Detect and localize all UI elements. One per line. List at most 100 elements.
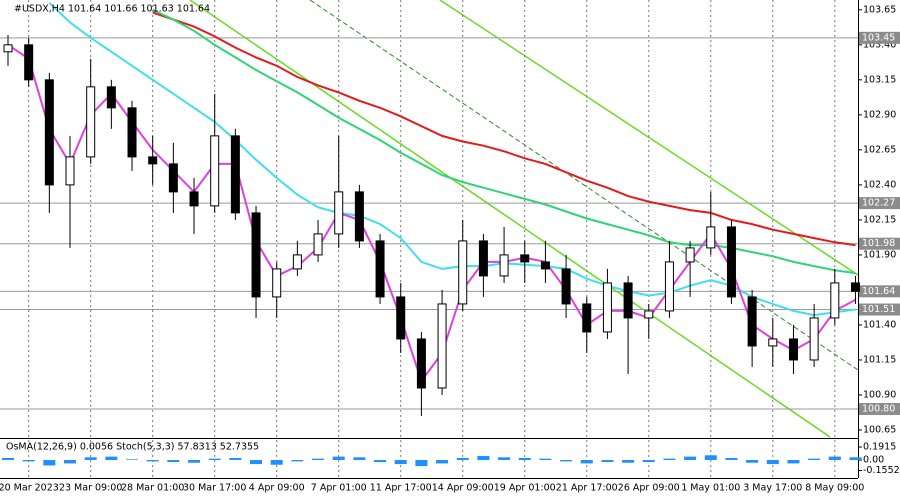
- moving-average: [152, 8, 856, 275]
- candle-body: [396, 296, 406, 340]
- candle-body: [3, 44, 13, 53]
- osma-bar: [2, 457, 14, 461]
- candle-body: [726, 226, 736, 298]
- x-tick-label: 30 Mar 17:00: [183, 483, 246, 494]
- osma-bar: [580, 460, 593, 464]
- candle-body: [251, 212, 261, 298]
- x-tick-label: 21 Apr 17:00: [556, 483, 618, 494]
- candle-body: [747, 296, 757, 347]
- y-tick-label: 102.65: [863, 144, 896, 155]
- osma-bar: [229, 457, 242, 461]
- candle-body: [520, 254, 530, 263]
- y-tick-label: 102.15: [863, 214, 896, 225]
- level-label-box: [859, 402, 900, 415]
- candle-body: [768, 338, 778, 347]
- osma-bar: [353, 457, 366, 461]
- x-tick-label: 28 Mar 01:00: [121, 483, 184, 494]
- x-tick-label: 23 Mar 09:00: [59, 483, 122, 494]
- level-label: 103.45: [862, 32, 895, 43]
- osma-bar: [270, 460, 283, 465]
- candle-body: [602, 282, 612, 333]
- level-label: 101.51: [862, 304, 895, 315]
- osma-bar: [415, 460, 428, 467]
- x-tick-label: 20 Mar 2023: [0, 483, 59, 494]
- y-tick-label: 0.1915: [863, 442, 896, 453]
- osma-bar: [64, 460, 77, 464]
- candle-body: [106, 86, 116, 109]
- y-tick-label: 103.65: [863, 4, 896, 15]
- osma-bar: [746, 460, 759, 463]
- candle-body: [148, 156, 158, 165]
- level-label: 100.80: [862, 403, 895, 414]
- x-tick-label: 3 May 17:00: [743, 483, 802, 494]
- header: #USDX,H4 101.64 101.66 101.63 101.64: [14, 4, 210, 15]
- x-tick-label: 1 May 01:00: [681, 483, 740, 494]
- candle-body: [582, 303, 592, 333]
- osma-bar: [84, 457, 97, 461]
- osma-bar: [43, 460, 56, 466]
- candle-body: [375, 240, 385, 298]
- level-label: 101.98: [862, 238, 895, 249]
- osma-bar: [849, 457, 862, 461]
- candle-body: [458, 240, 468, 305]
- osma-bar: [105, 456, 118, 461]
- level-label-box: [859, 237, 900, 250]
- y-tick-label: 100.90: [863, 389, 896, 400]
- osma-bar: [725, 457, 738, 461]
- candle-body: [788, 338, 798, 361]
- x-tick-label: 11 Apr 17:00: [370, 483, 432, 494]
- trend-lines: [189, 0, 859, 438]
- moving-average: [48, 2, 856, 317]
- candle-body: [24, 44, 34, 81]
- trend-line: [189, 0, 831, 438]
- osma-bar: [642, 460, 655, 463]
- osma-bar: [208, 458, 221, 461]
- osma-bar: [560, 460, 573, 462]
- candle-body: [86, 86, 96, 158]
- candle-body: [809, 317, 819, 361]
- osma-bar: [663, 458, 676, 461]
- moving-average: [152, 11, 856, 247]
- y-tick-label: 103.15: [863, 74, 896, 85]
- osma-bar: [394, 460, 407, 465]
- osma-bar: [332, 456, 345, 461]
- candle-body: [437, 303, 447, 389]
- y-tick-label: 0.00: [863, 455, 884, 466]
- y-tick-label: 100.65: [863, 424, 896, 435]
- candle-body: [334, 191, 344, 235]
- osma-bar: [146, 460, 159, 462]
- osma-bar: [167, 460, 180, 463]
- candle-body: [168, 163, 178, 193]
- osma-bar: [498, 457, 511, 461]
- y-tick-label: 102.40: [863, 179, 896, 190]
- osma-bar: [126, 459, 139, 461]
- candle-body: [272, 268, 282, 298]
- osma-bar: [436, 460, 449, 464]
- candle-body: [478, 240, 488, 277]
- x-tick-label: 26 Apr 09:00: [618, 483, 680, 494]
- candle-body: [313, 233, 323, 256]
- oscillator-title: OsMA(12,26,9) 0.0056 Stoch(5,3,3) 57.831…: [6, 442, 259, 453]
- candle-body: [354, 191, 364, 242]
- candle-body: [416, 338, 426, 389]
- osma-bar: [684, 456, 697, 461]
- candle-body: [685, 247, 695, 263]
- osma-bar: [539, 458, 552, 461]
- y-tick-label: 101.90: [863, 249, 896, 260]
- candle-body: [561, 268, 571, 305]
- osma-bar: [766, 460, 779, 465]
- y-tick-label: 101.40: [863, 319, 896, 330]
- osma-bar: [808, 458, 821, 461]
- candle-body: [499, 254, 509, 277]
- candle-body: [44, 79, 54, 186]
- y-tick-label: -0.1552: [863, 465, 900, 476]
- trend-line: [439, 0, 859, 276]
- candle-body: [292, 254, 302, 270]
- candle-body: [230, 135, 240, 214]
- osma-bar: [250, 460, 263, 465]
- candle-body: [210, 135, 220, 207]
- osma-bar: [787, 460, 800, 464]
- level-label: 101.64: [862, 286, 895, 297]
- candle-body: [664, 261, 674, 312]
